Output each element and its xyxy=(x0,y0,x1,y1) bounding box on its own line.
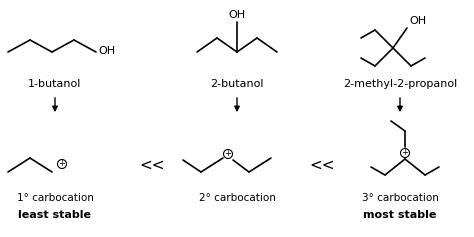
Text: +: + xyxy=(225,149,231,158)
Text: OH: OH xyxy=(409,16,426,26)
Text: most stable: most stable xyxy=(363,210,437,220)
Text: least stable: least stable xyxy=(18,210,91,220)
Text: 1-butanol: 1-butanol xyxy=(28,79,82,89)
Text: 2° carbocation: 2° carbocation xyxy=(199,193,275,203)
Text: OH: OH xyxy=(228,10,246,20)
Text: <<: << xyxy=(309,158,335,173)
Text: +: + xyxy=(401,148,409,157)
Text: 3° carbocation: 3° carbocation xyxy=(362,193,438,203)
Text: 2-methyl-2-propanol: 2-methyl-2-propanol xyxy=(343,79,457,89)
Text: 2-butanol: 2-butanol xyxy=(210,79,264,89)
Text: +: + xyxy=(59,159,65,168)
Text: <<: << xyxy=(139,158,165,173)
Text: 1° carbocation: 1° carbocation xyxy=(17,193,93,203)
Text: OH: OH xyxy=(98,46,115,56)
